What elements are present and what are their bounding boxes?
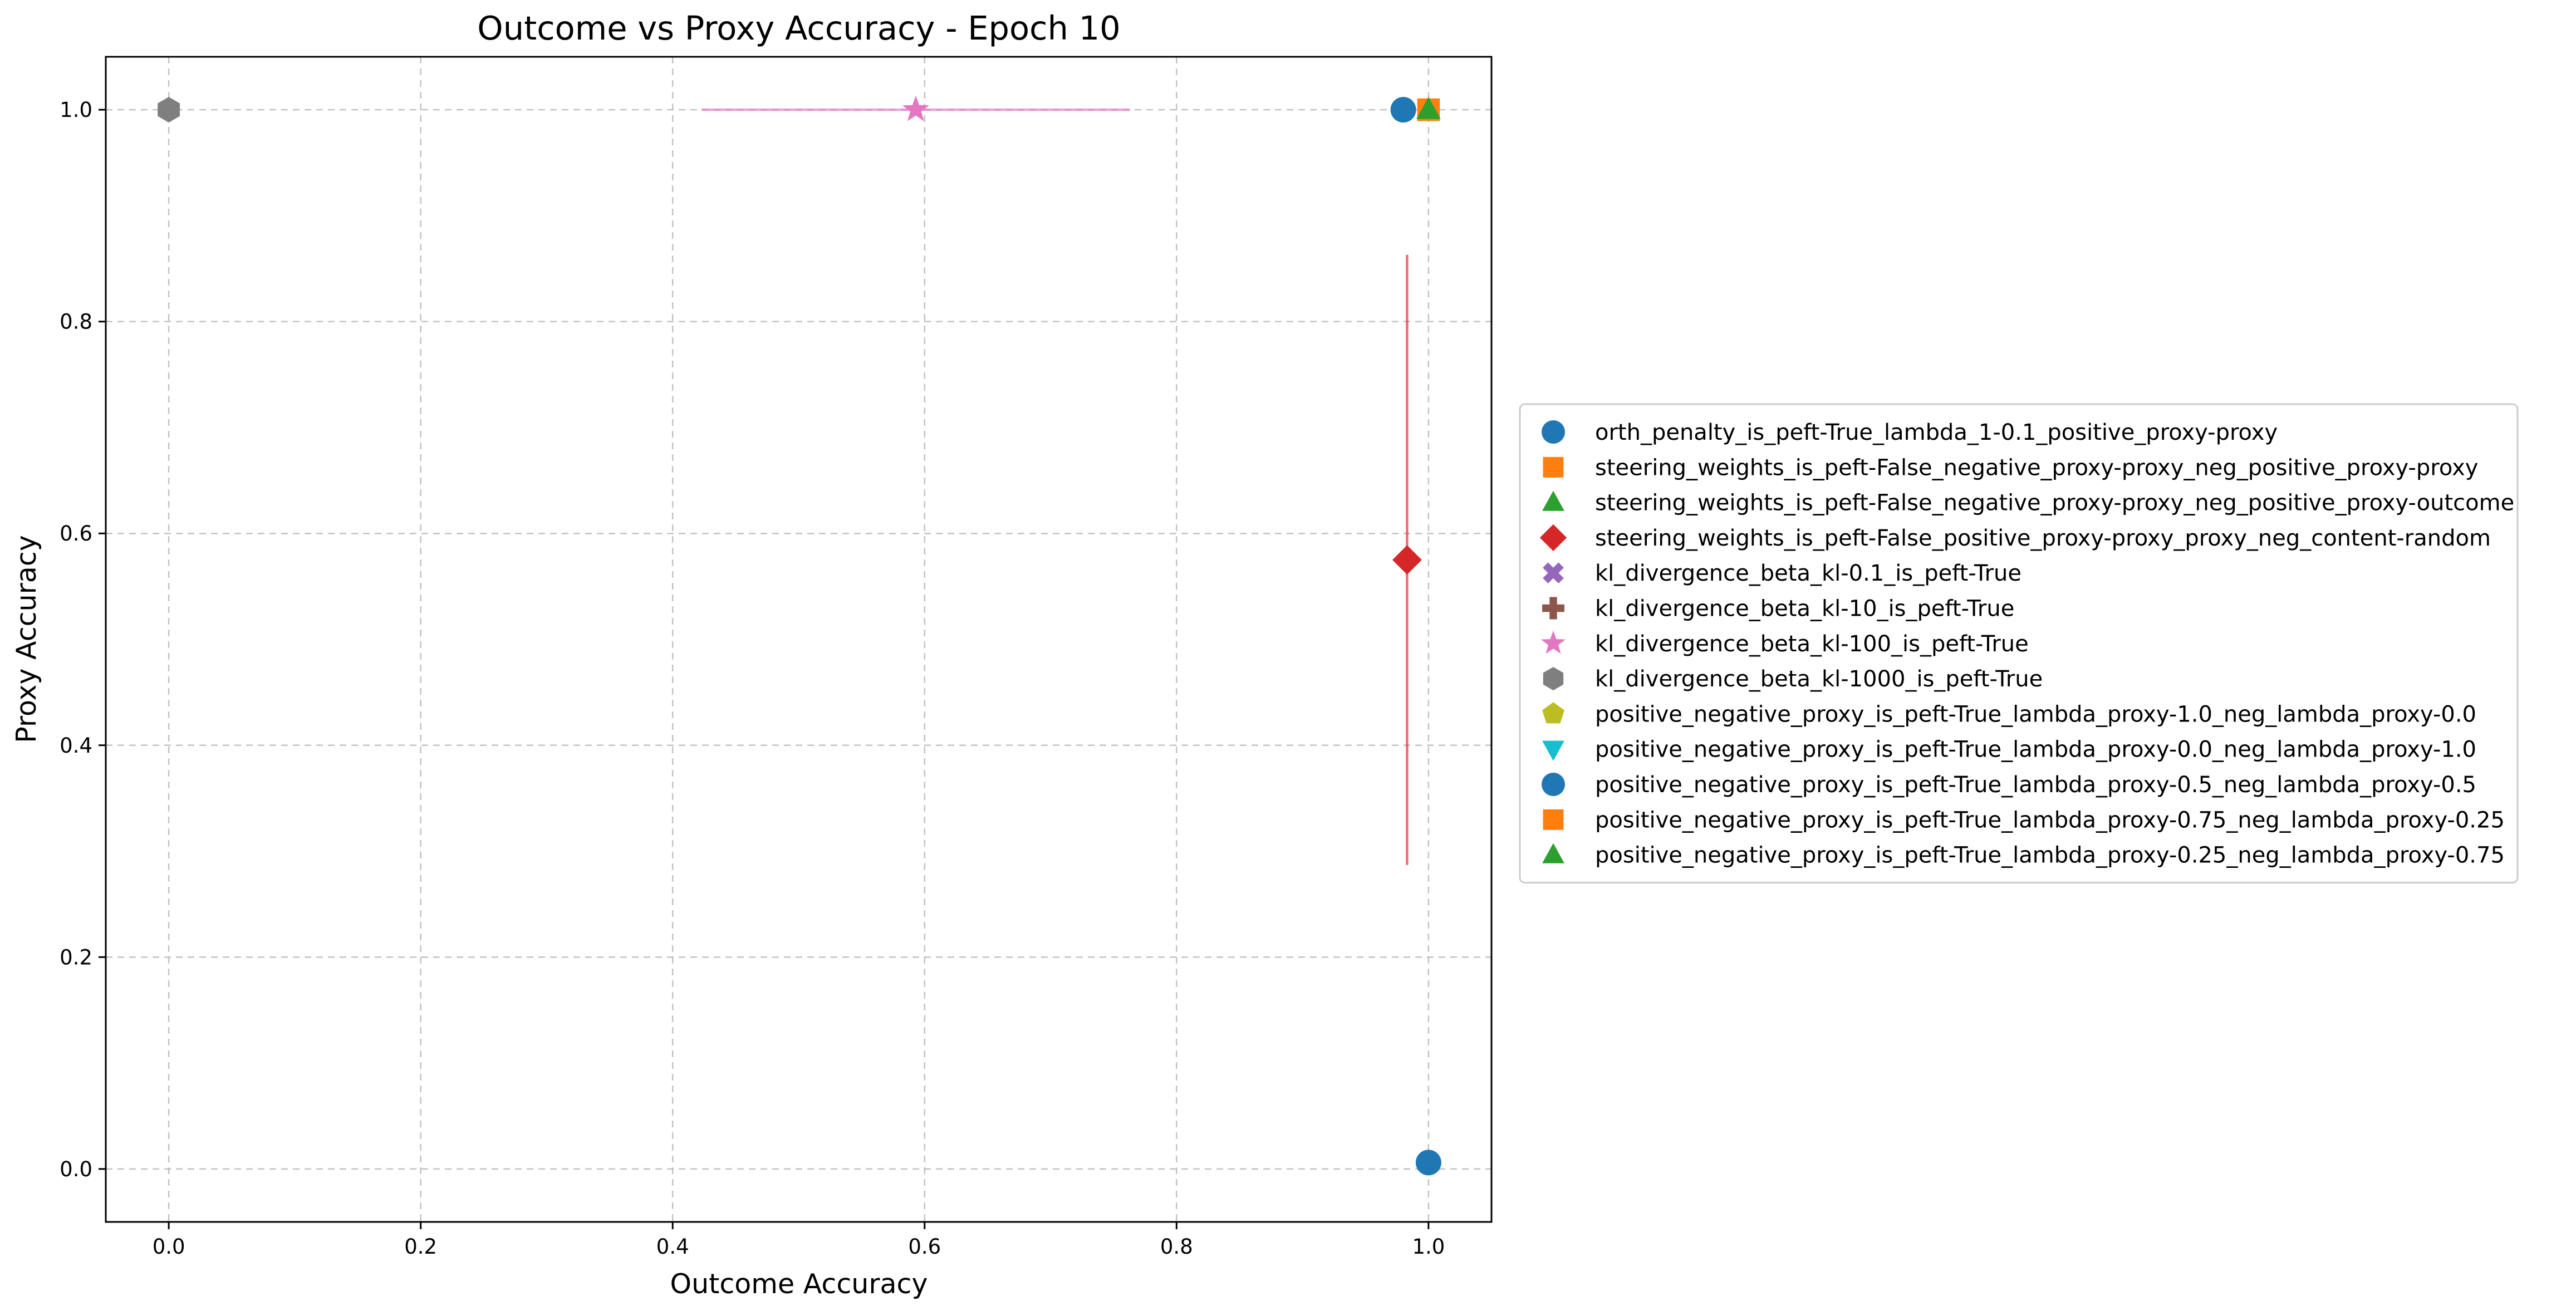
legend-label: steering_weights_is_peft-False_negative_… [1595, 455, 2478, 480]
legend-marker [1543, 456, 1564, 478]
y-tick-label: 0.6 [60, 522, 92, 546]
axis-ticks: 0.0 0.2 0.4 0.6 0.8 1.0 0.0 0.2 0.4 0.6 0.8 1.0 [60, 98, 1445, 1259]
grid [106, 57, 1491, 1222]
legend-marker [1539, 524, 1567, 552]
y-tick-label: 0.4 [60, 734, 92, 758]
x-axis-label: Outcome Accuracy [670, 1268, 928, 1300]
legend-label: positive_negative_proxy_is_peft-True_lam… [1595, 807, 2505, 833]
legend-marker [1542, 597, 1564, 620]
x-tick-label: 0.2 [404, 1235, 437, 1259]
legend-marker [1542, 740, 1564, 761]
legend-label: positive_negative_proxy_is_peft-True_lam… [1595, 701, 2476, 727]
legend-label: steering_weights_is_peft-False_positive_… [1595, 526, 2491, 551]
legend-marker [1542, 702, 1564, 724]
x-tick-label: 0.6 [908, 1235, 941, 1259]
data-point-marker [1390, 97, 1416, 123]
x-tick-label: 0.8 [1160, 1235, 1193, 1259]
legend-label: kl_divergence_beta_kl-0.1_is_peft-True [1595, 561, 2021, 586]
y-tick-label: 1.0 [60, 98, 92, 122]
legend-label: positive_negative_proxy_is_peft-True_lam… [1595, 843, 2505, 868]
legend-marker [1541, 630, 1566, 654]
legend-label: positive_negative_proxy_is_peft-True_lam… [1595, 772, 2476, 798]
legend-label: kl_divergence_beta_kl-1000_is_peft-True [1595, 666, 2043, 692]
data-point-marker [902, 95, 929, 121]
legend-marker [1542, 490, 1564, 511]
x-tick-label: 1.0 [1412, 1235, 1445, 1259]
x-tick-label: 0.4 [656, 1235, 689, 1259]
legend-label: orth_penalty_is_peft-True_lambda_1-0.1_p… [1595, 420, 2278, 445]
legend-marker [1543, 667, 1564, 691]
data-point-marker [158, 97, 180, 123]
legend-label: steering_weights_is_peft-False_negative_… [1595, 490, 2514, 516]
legend-label: kl_divergence_beta_kl-10_is_peft-True [1595, 596, 2014, 622]
legend-marker [1543, 562, 1564, 584]
legend-marker [1542, 843, 1564, 863]
legend-marker [1542, 773, 1565, 796]
x-tick-label: 0.0 [153, 1235, 185, 1259]
legend: orth_penalty_is_peft-True_lambda_1-0.1_p… [1519, 403, 2519, 884]
data-markers [158, 95, 1441, 1176]
y-axis-label: Proxy Accuracy [11, 535, 42, 743]
data-point-marker [1415, 1150, 1441, 1176]
chart-title: Outcome vs Proxy Accuracy - Epoch 10 [477, 9, 1120, 47]
legend-marker [1542, 420, 1565, 444]
legend-marker [1543, 809, 1564, 830]
y-tick-label: 0.2 [60, 945, 92, 969]
legend-frame [1519, 403, 2519, 884]
data-point-marker [1416, 97, 1441, 119]
legend-label: kl_divergence_beta_kl-100_is_peft-True [1595, 631, 2029, 657]
legend-label: positive_negative_proxy_is_peft-True_lam… [1595, 737, 2476, 763]
plot-area-frame [105, 56, 1493, 1223]
y-tick-label: 0.0 [60, 1157, 92, 1181]
y-tick-label: 0.8 [60, 310, 92, 334]
